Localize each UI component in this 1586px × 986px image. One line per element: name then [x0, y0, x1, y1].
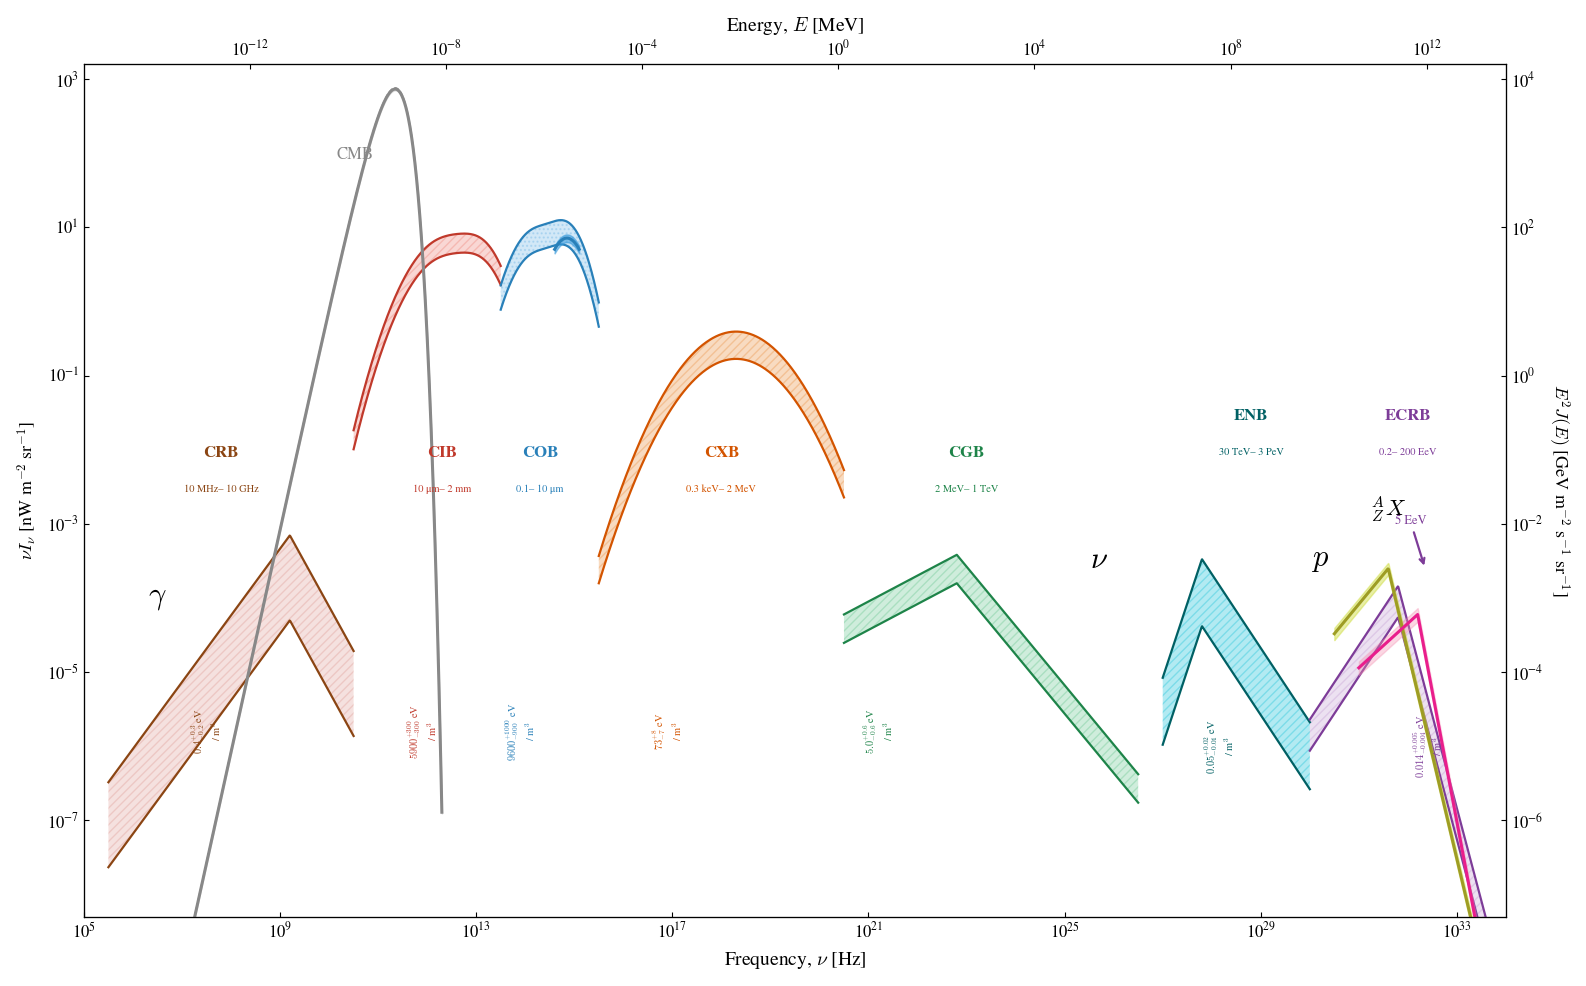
Text: 0.3 keV– 2 MeV: 0.3 keV– 2 MeV [687, 484, 757, 494]
X-axis label: Frequency, $\nu$ [Hz]: Frequency, $\nu$ [Hz] [723, 950, 866, 971]
Text: CMB: CMB [336, 147, 373, 164]
Text: 0.1– 10 μm: 0.1– 10 μm [517, 484, 563, 494]
Text: CRB: CRB [203, 447, 239, 460]
Text: CGB: CGB [948, 447, 985, 460]
Text: 0.2– 200 EeV: 0.2– 200 EeV [1380, 447, 1437, 457]
Text: $73^{+8}_{-7}$ eV
/ m$^3$: $73^{+8}_{-7}$ eV / m$^3$ [650, 713, 684, 750]
Text: 30 TeV– 3 PeV: 30 TeV– 3 PeV [1218, 447, 1283, 457]
Text: $5.0^{+0.6}_{-0.6}$ eV
/ m$^3$: $5.0^{+0.6}_{-0.6}$ eV / m$^3$ [861, 709, 895, 754]
Text: 2 MeV– 1 TeV: 2 MeV– 1 TeV [934, 484, 998, 494]
Text: $9600^{+1000}_{-900}$ eV
/ m$^3$: $9600^{+1000}_{-900}$ eV / m$^3$ [503, 702, 538, 761]
Text: $\gamma$: $\gamma$ [147, 585, 167, 611]
Text: CXB: CXB [704, 447, 739, 460]
Text: 10 μm– 2 mm: 10 μm– 2 mm [412, 484, 471, 494]
X-axis label: Energy, $E$ [MeV]: Energy, $E$ [MeV] [726, 15, 864, 37]
Text: $p$: $p$ [1310, 547, 1329, 575]
Text: 10 MHz– 10 GHz: 10 MHz– 10 GHz [184, 484, 259, 494]
Text: $0.014^{+0.005}_{-0.004}$ eV
/ m$^3$: $0.014^{+0.005}_{-0.004}$ eV / m$^3$ [1410, 715, 1445, 778]
Text: ENB: ENB [1234, 409, 1269, 423]
Text: $0.4^{+0.3}_{-0.2}$ eV
/ m$^3$: $0.4^{+0.3}_{-0.2}$ eV / m$^3$ [190, 709, 224, 754]
Text: CIB: CIB [427, 447, 457, 460]
Text: $\nu$: $\nu$ [1090, 547, 1109, 575]
Y-axis label: $\nu I_\nu$ [nW m$^{-2}$ sr$^{-1}$]: $\nu I_\nu$ [nW m$^{-2}$ sr$^{-1}$] [14, 421, 38, 560]
Y-axis label: $E^2 J(E)$ [GeV m$^{-2}$ s$^{-1}$ sr$^{-1}$]: $E^2 J(E)$ [GeV m$^{-2}$ s$^{-1}$ sr$^{-… [1546, 385, 1572, 597]
Text: COB: COB [522, 447, 558, 460]
Text: 5 EeV: 5 EeV [1394, 515, 1426, 563]
Text: ECRB: ECRB [1385, 409, 1431, 423]
Text: $5900^{+300}_{-300}$ eV
/ m$^3$: $5900^{+300}_{-300}$ eV / m$^3$ [406, 704, 439, 759]
Text: $0.05^{+0.02}_{-0.01}$ eV
/ m$^3$: $0.05^{+0.02}_{-0.01}$ eV / m$^3$ [1202, 719, 1235, 774]
Text: $^A_ZX$: $^A_ZX$ [1372, 494, 1407, 524]
